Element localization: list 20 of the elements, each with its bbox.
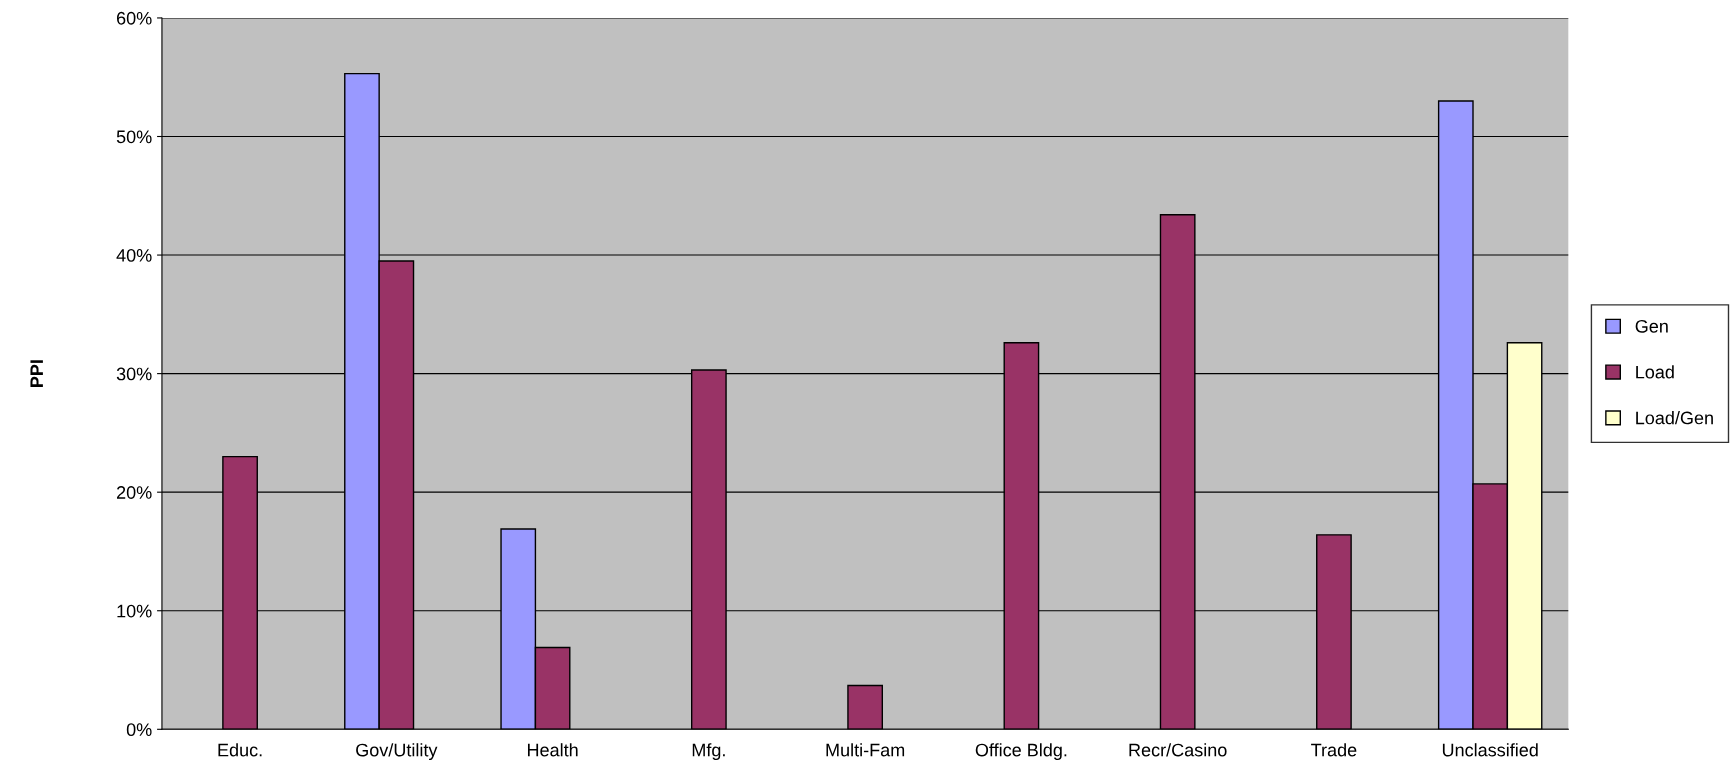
y-axis-title: PPI	[30, 360, 43, 387]
x-tick-label: Gov/Utility	[356, 743, 438, 761]
y-tick-label: 0%	[126, 723, 152, 737]
x-tick-label: Unclassified	[1442, 743, 1538, 757]
legend-label: Gen	[1635, 319, 1668, 333]
x-tick-label: Health	[527, 743, 578, 757]
y-tick-label: 20%	[116, 486, 152, 499]
x-tick-label: Trade	[1311, 743, 1357, 757]
x-tick-label: Recr/Casino	[1129, 743, 1227, 757]
y-tick-label: 10%	[117, 604, 152, 618]
y-tick-label: 40%	[116, 248, 152, 262]
y-tick-label: 60%	[117, 11, 152, 25]
x-tick-label: Educ.	[218, 743, 262, 757]
x-tick-label: Mfg.	[692, 743, 725, 761]
x-tick-label: Multi-Fam	[826, 743, 905, 757]
x-tick-label: Office Bldg.	[975, 743, 1067, 761]
y-tick-label: 30%	[116, 367, 152, 381]
legend-label: Load/Gen	[1636, 411, 1713, 425]
y-tick-label: 50%	[116, 130, 152, 144]
legend-label: Load	[1636, 365, 1674, 379]
